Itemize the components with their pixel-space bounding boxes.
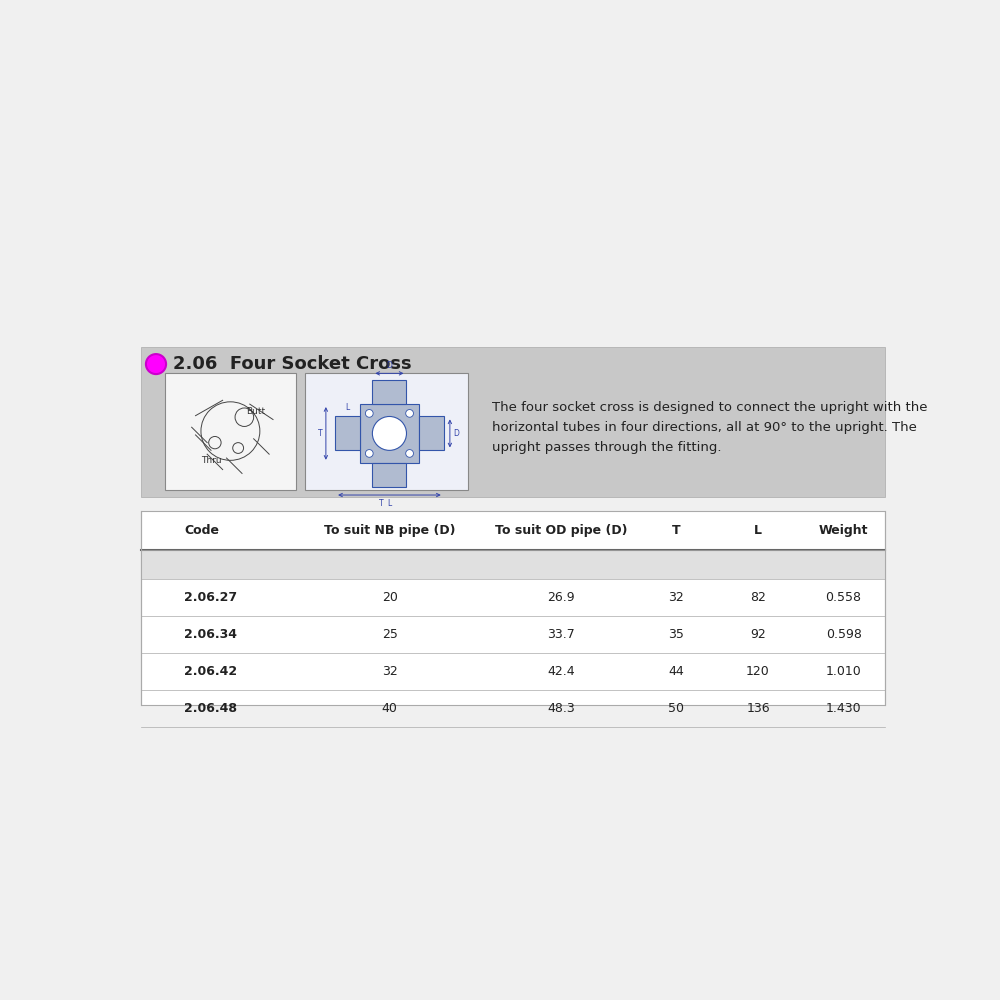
Text: Butt: Butt — [246, 407, 265, 416]
Text: T: T — [672, 524, 680, 537]
Text: 0.598: 0.598 — [826, 628, 862, 641]
Text: 26.9: 26.9 — [547, 591, 575, 604]
Text: Weight: Weight — [819, 524, 868, 537]
Text: 2.06.42: 2.06.42 — [184, 665, 237, 678]
Text: 20: 20 — [382, 591, 398, 604]
Text: D: D — [386, 361, 392, 370]
Circle shape — [406, 450, 413, 457]
Text: T: T — [318, 429, 323, 438]
Text: L: L — [387, 499, 392, 508]
Circle shape — [365, 450, 373, 457]
Text: 120: 120 — [746, 665, 770, 678]
Text: 2.06.27: 2.06.27 — [184, 591, 237, 604]
Text: To suit OD pipe (D): To suit OD pipe (D) — [495, 524, 627, 537]
Text: D: D — [453, 429, 459, 438]
FancyBboxPatch shape — [372, 380, 406, 404]
Text: 33.7: 33.7 — [547, 628, 575, 641]
Text: 1.010: 1.010 — [826, 665, 861, 678]
Text: 48.3: 48.3 — [547, 702, 575, 715]
Text: 0.558: 0.558 — [826, 591, 862, 604]
Text: Thru: Thru — [201, 456, 222, 465]
Text: T: T — [379, 499, 384, 508]
Text: 44: 44 — [668, 665, 684, 678]
FancyBboxPatch shape — [140, 347, 885, 497]
FancyBboxPatch shape — [305, 373, 468, 490]
Text: 25: 25 — [382, 628, 398, 641]
FancyBboxPatch shape — [335, 416, 360, 450]
Text: To suit NB pipe (D): To suit NB pipe (D) — [324, 524, 455, 537]
FancyBboxPatch shape — [140, 550, 885, 579]
Text: 92: 92 — [750, 628, 766, 641]
Text: 40: 40 — [382, 702, 398, 715]
Text: 82: 82 — [750, 591, 766, 604]
Text: 35: 35 — [668, 628, 684, 641]
Text: 32: 32 — [382, 665, 398, 678]
Text: 136: 136 — [746, 702, 770, 715]
FancyBboxPatch shape — [360, 404, 419, 463]
Text: 42.4: 42.4 — [547, 665, 575, 678]
Circle shape — [406, 410, 413, 417]
Text: 2.06.48: 2.06.48 — [184, 702, 237, 715]
Text: L: L — [754, 524, 762, 537]
Text: 2.06  Four Socket Cross: 2.06 Four Socket Cross — [173, 355, 412, 373]
Text: 32: 32 — [668, 591, 684, 604]
Text: 50: 50 — [668, 702, 684, 715]
Text: 1.430: 1.430 — [826, 702, 861, 715]
FancyBboxPatch shape — [372, 463, 406, 487]
Text: L: L — [345, 403, 350, 412]
Circle shape — [365, 410, 373, 417]
FancyBboxPatch shape — [140, 511, 885, 705]
Text: Code: Code — [184, 524, 219, 537]
Circle shape — [372, 416, 406, 450]
FancyBboxPatch shape — [165, 373, 296, 490]
Circle shape — [146, 354, 166, 374]
Text: The four socket cross is designed to connect the upright with the
horizontal tub: The four socket cross is designed to con… — [492, 401, 928, 454]
Text: 2.06.34: 2.06.34 — [184, 628, 237, 641]
FancyBboxPatch shape — [419, 416, 444, 450]
